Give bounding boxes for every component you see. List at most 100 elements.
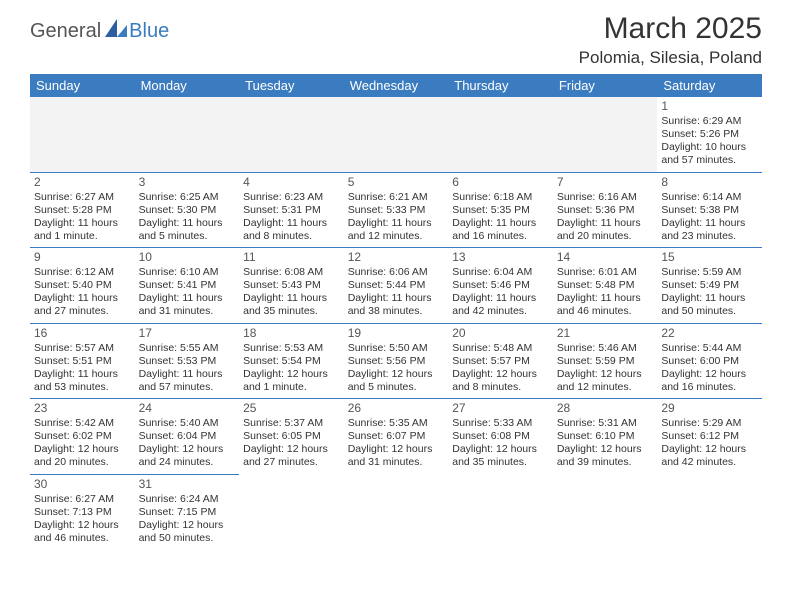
- sunrise-text: Sunrise: 5:29 AM: [661, 417, 758, 430]
- sunrise-text: Sunrise: 5:59 AM: [661, 266, 758, 279]
- sunset-text: Sunset: 5:56 PM: [348, 355, 445, 368]
- daylight-text: and 8 minutes.: [243, 230, 340, 243]
- calendar-cell: 20Sunrise: 5:48 AMSunset: 5:57 PMDayligh…: [448, 323, 553, 399]
- calendar-table: Sunday Monday Tuesday Wednesday Thursday…: [30, 74, 762, 549]
- daylight-text: Daylight: 12 hours: [661, 368, 758, 381]
- sunrise-text: Sunrise: 6:16 AM: [557, 191, 654, 204]
- calendar-cell: 21Sunrise: 5:46 AMSunset: 5:59 PMDayligh…: [553, 323, 658, 399]
- sunset-text: Sunset: 5:59 PM: [557, 355, 654, 368]
- daylight-text: Daylight: 10 hours: [661, 141, 758, 154]
- day-number: 27: [452, 401, 549, 416]
- day-number: 9: [34, 250, 131, 265]
- daylight-text: and 46 minutes.: [34, 532, 131, 545]
- daylight-text: Daylight: 11 hours: [34, 292, 131, 305]
- daylight-text: and 16 minutes.: [661, 381, 758, 394]
- day-number: 5: [348, 175, 445, 190]
- daylight-text: Daylight: 11 hours: [452, 217, 549, 230]
- day-header-row: Sunday Monday Tuesday Wednesday Thursday…: [30, 74, 762, 97]
- daylight-text: and 53 minutes.: [34, 381, 131, 394]
- day-number: 20: [452, 326, 549, 341]
- sunset-text: Sunset: 6:05 PM: [243, 430, 340, 443]
- calendar-cell: 12Sunrise: 6:06 AMSunset: 5:44 PMDayligh…: [344, 248, 449, 324]
- daylight-text: Daylight: 11 hours: [348, 292, 445, 305]
- calendar-cell: [553, 474, 658, 549]
- dayheader-wed: Wednesday: [344, 74, 449, 97]
- sunset-text: Sunset: 5:30 PM: [139, 204, 236, 217]
- calendar-week-row: 9Sunrise: 6:12 AMSunset: 5:40 PMDaylight…: [30, 248, 762, 324]
- day-number: 16: [34, 326, 131, 341]
- sunset-text: Sunset: 6:08 PM: [452, 430, 549, 443]
- sunset-text: Sunset: 5:38 PM: [661, 204, 758, 217]
- sunrise-text: Sunrise: 6:01 AM: [557, 266, 654, 279]
- daylight-text: Daylight: 11 hours: [243, 292, 340, 305]
- day-number: 7: [557, 175, 654, 190]
- daylight-text: Daylight: 11 hours: [452, 292, 549, 305]
- sunrise-text: Sunrise: 6:25 AM: [139, 191, 236, 204]
- sunset-text: Sunset: 5:44 PM: [348, 279, 445, 292]
- sunset-text: Sunset: 7:15 PM: [139, 506, 236, 519]
- calendar-cell: 25Sunrise: 5:37 AMSunset: 6:05 PMDayligh…: [239, 399, 344, 475]
- day-number: 10: [139, 250, 236, 265]
- calendar-cell: [448, 97, 553, 172]
- dayheader-sat: Saturday: [657, 74, 762, 97]
- calendar-cell: 31Sunrise: 6:24 AMSunset: 7:15 PMDayligh…: [135, 474, 240, 549]
- day-number: 25: [243, 401, 340, 416]
- calendar-cell: 9Sunrise: 6:12 AMSunset: 5:40 PMDaylight…: [30, 248, 135, 324]
- sunset-text: Sunset: 5:35 PM: [452, 204, 549, 217]
- calendar-cell: [448, 474, 553, 549]
- calendar-cell: 8Sunrise: 6:14 AMSunset: 5:38 PMDaylight…: [657, 172, 762, 248]
- calendar-cell: 5Sunrise: 6:21 AMSunset: 5:33 PMDaylight…: [344, 172, 449, 248]
- day-number: 18: [243, 326, 340, 341]
- daylight-text: Daylight: 11 hours: [34, 217, 131, 230]
- daylight-text: and 50 minutes.: [661, 305, 758, 318]
- day-number: 31: [139, 477, 236, 492]
- sunrise-text: Sunrise: 5:42 AM: [34, 417, 131, 430]
- calendar-cell: 17Sunrise: 5:55 AMSunset: 5:53 PMDayligh…: [135, 323, 240, 399]
- daylight-text: Daylight: 11 hours: [661, 217, 758, 230]
- calendar-week-row: 16Sunrise: 5:57 AMSunset: 5:51 PMDayligh…: [30, 323, 762, 399]
- dayheader-tue: Tuesday: [239, 74, 344, 97]
- daylight-text: and 5 minutes.: [348, 381, 445, 394]
- day-number: 15: [661, 250, 758, 265]
- sunset-text: Sunset: 5:57 PM: [452, 355, 549, 368]
- calendar-cell: 28Sunrise: 5:31 AMSunset: 6:10 PMDayligh…: [553, 399, 658, 475]
- calendar-week-row: 30Sunrise: 6:27 AMSunset: 7:13 PMDayligh…: [30, 474, 762, 549]
- calendar-cell: 29Sunrise: 5:29 AMSunset: 6:12 PMDayligh…: [657, 399, 762, 475]
- day-number: 28: [557, 401, 654, 416]
- daylight-text: Daylight: 12 hours: [452, 443, 549, 456]
- day-number: 2: [34, 175, 131, 190]
- sunrise-text: Sunrise: 5:37 AM: [243, 417, 340, 430]
- calendar-cell: 10Sunrise: 6:10 AMSunset: 5:41 PMDayligh…: [135, 248, 240, 324]
- daylight-text: and 57 minutes.: [661, 154, 758, 167]
- calendar-cell: 26Sunrise: 5:35 AMSunset: 6:07 PMDayligh…: [344, 399, 449, 475]
- daylight-text: Daylight: 12 hours: [34, 519, 131, 532]
- calendar-cell: [239, 97, 344, 172]
- daylight-text: and 50 minutes.: [139, 532, 236, 545]
- daylight-text: and 42 minutes.: [452, 305, 549, 318]
- sunrise-text: Sunrise: 5:50 AM: [348, 342, 445, 355]
- daylight-text: and 31 minutes.: [139, 305, 236, 318]
- calendar-page: General Blue March 2025 Polomia, Silesia…: [0, 0, 792, 549]
- sunset-text: Sunset: 5:40 PM: [34, 279, 131, 292]
- daylight-text: Daylight: 11 hours: [243, 217, 340, 230]
- location-text: Polomia, Silesia, Poland: [579, 48, 762, 68]
- sunrise-text: Sunrise: 6:14 AM: [661, 191, 758, 204]
- daylight-text: and 42 minutes.: [661, 456, 758, 469]
- calendar-cell: 14Sunrise: 6:01 AMSunset: 5:48 PMDayligh…: [553, 248, 658, 324]
- sunrise-text: Sunrise: 5:55 AM: [139, 342, 236, 355]
- day-number: 8: [661, 175, 758, 190]
- daylight-text: and 57 minutes.: [139, 381, 236, 394]
- sunset-text: Sunset: 5:49 PM: [661, 279, 758, 292]
- daylight-text: and 8 minutes.: [452, 381, 549, 394]
- daylight-text: Daylight: 12 hours: [139, 443, 236, 456]
- daylight-text: Daylight: 11 hours: [34, 368, 131, 381]
- sunrise-text: Sunrise: 5:44 AM: [661, 342, 758, 355]
- daylight-text: Daylight: 11 hours: [557, 217, 654, 230]
- sunset-text: Sunset: 6:02 PM: [34, 430, 131, 443]
- day-number: 30: [34, 477, 131, 492]
- title-block: March 2025 Polomia, Silesia, Poland: [579, 12, 762, 68]
- sunset-text: Sunset: 7:13 PM: [34, 506, 131, 519]
- sunrise-text: Sunrise: 6:27 AM: [34, 191, 131, 204]
- dayheader-mon: Monday: [135, 74, 240, 97]
- sunrise-text: Sunrise: 6:21 AM: [348, 191, 445, 204]
